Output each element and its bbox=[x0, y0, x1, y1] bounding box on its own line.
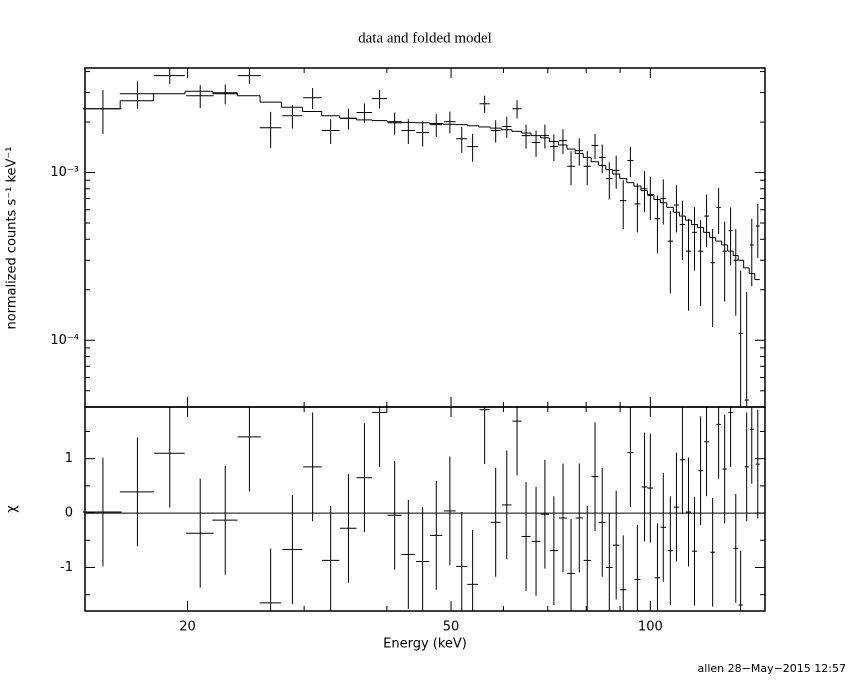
y-tick-label: 10⁻⁴ bbox=[50, 333, 79, 348]
y-tick-label: 10⁻³ bbox=[50, 165, 79, 180]
x-tick-label: 20 bbox=[179, 620, 196, 635]
x-tick-label: 50 bbox=[443, 620, 460, 635]
panel-frame bbox=[84, 406, 766, 612]
y-axis-label: χ bbox=[5, 505, 20, 513]
y-tick-label: -1 bbox=[60, 560, 73, 575]
x-axis-label: Energy (keV) bbox=[383, 637, 467, 652]
x-tick-label: 100 bbox=[638, 620, 663, 635]
chart-title: data and folded model bbox=[358, 30, 492, 46]
footer: allen 28−May−2015 12:57 bbox=[698, 662, 846, 675]
y-tick-label: 0 bbox=[65, 506, 73, 521]
y-axis-label: normalized counts s⁻¹ keV⁻¹ bbox=[5, 147, 20, 330]
y-tick-label: 1 bbox=[65, 451, 73, 466]
